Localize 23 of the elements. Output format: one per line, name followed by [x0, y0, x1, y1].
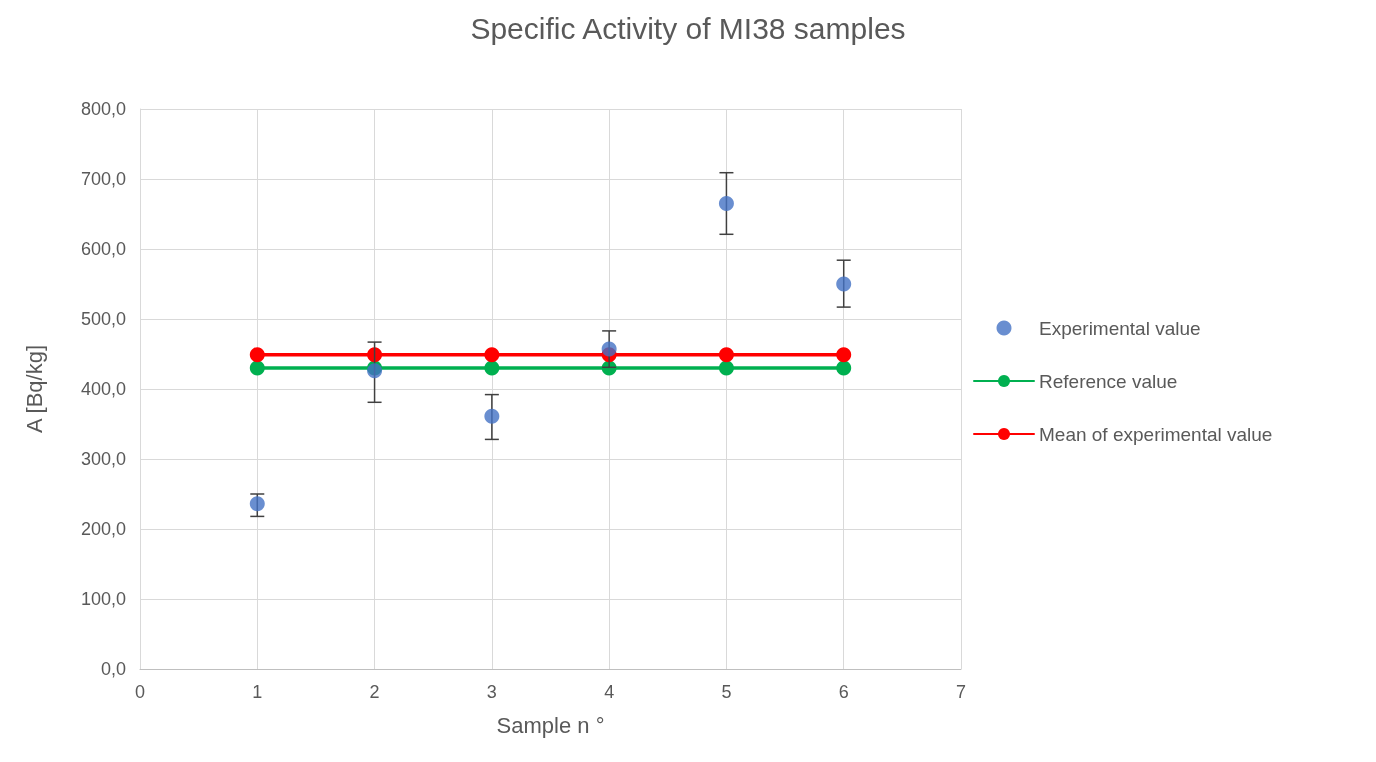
x-tick-label: 6: [838, 682, 849, 702]
y-axis-title: A [Bq/kg]: [21, 344, 47, 434]
y-tick-label: 700,0: [80, 169, 126, 189]
y-tick-label: 0,0: [100, 659, 126, 679]
x-tick-label: 0: [134, 682, 146, 702]
y-tick-label: 400,0: [80, 379, 126, 399]
x-tick-label: 4: [604, 682, 615, 702]
y-tick-label: 300,0: [80, 449, 126, 469]
y-tick-label: 800,0: [80, 99, 126, 119]
x-tick-label: 3: [486, 682, 497, 702]
x-tick-label: 1: [252, 682, 263, 702]
y-tick-label: 200,0: [80, 519, 126, 539]
x-axis-title: Sample n °: [496, 712, 605, 738]
chart-title: Specific Activity of MI38 samples: [470, 11, 906, 45]
x-tick-label: 5: [721, 682, 732, 702]
x-tick-label: 7: [955, 682, 967, 702]
y-tick-label: 600,0: [80, 239, 126, 259]
legend-label: Mean of experimental value: [1039, 423, 1273, 445]
x-tick-label: 2: [369, 682, 380, 702]
legend-label: Reference value: [1039, 370, 1178, 392]
y-tick-label: 100,0: [80, 589, 126, 609]
y-tick-label: 500,0: [80, 309, 126, 329]
legend-label: Experimental value: [1039, 317, 1201, 339]
